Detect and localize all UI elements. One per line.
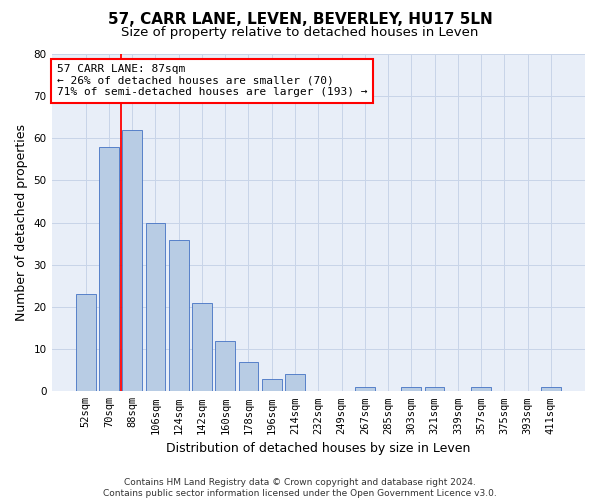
Bar [239, 362, 259, 392]
Bar [541, 387, 561, 392]
Bar [76, 294, 95, 392]
Text: Contains HM Land Registry data © Crown copyright and database right 2024.
Contai: Contains HM Land Registry data © Crown c… [103, 478, 497, 498]
Bar [215, 340, 235, 392]
Text: Size of property relative to detached houses in Leven: Size of property relative to detached ho… [121, 26, 479, 39]
Bar [425, 387, 445, 392]
Bar [285, 374, 305, 392]
X-axis label: Distribution of detached houses by size in Leven: Distribution of detached houses by size … [166, 442, 470, 455]
Text: 57, CARR LANE, LEVEN, BEVERLEY, HU17 5LN: 57, CARR LANE, LEVEN, BEVERLEY, HU17 5LN [107, 12, 493, 28]
Bar [401, 387, 421, 392]
Text: 57 CARR LANE: 87sqm
← 26% of detached houses are smaller (70)
71% of semi-detach: 57 CARR LANE: 87sqm ← 26% of detached ho… [57, 64, 367, 98]
Y-axis label: Number of detached properties: Number of detached properties [15, 124, 28, 321]
Bar [146, 222, 166, 392]
Bar [471, 387, 491, 392]
Bar [169, 240, 188, 392]
Bar [192, 303, 212, 392]
Bar [99, 147, 119, 392]
Bar [262, 378, 281, 392]
Bar [122, 130, 142, 392]
Bar [355, 387, 374, 392]
